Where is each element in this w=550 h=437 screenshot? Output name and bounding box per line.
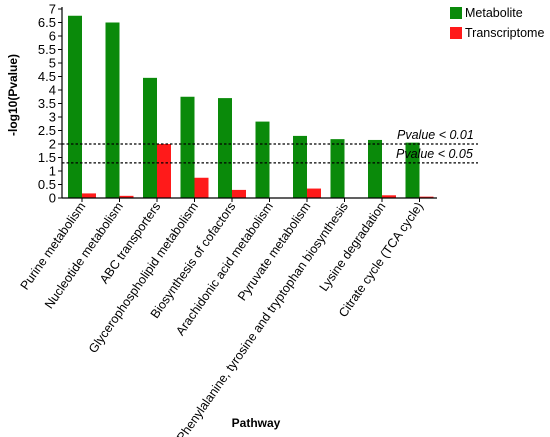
y-tick-label: 6	[49, 29, 56, 44]
y-tick-label: 1.5	[38, 150, 56, 165]
bar-transcriptome-abc-transporters	[157, 144, 171, 198]
bar-transcriptome-glycerophospholipid-metabolism	[194, 177, 209, 198]
legend-label-metabolite: Metabolite	[465, 6, 523, 20]
y-tick-label: 4	[49, 83, 56, 98]
y-tick-label: 6.5	[38, 15, 56, 30]
reference-label-pvalue-0-05: Pvalue < 0.05	[396, 147, 473, 161]
legend-swatch-transcriptome	[450, 27, 462, 39]
y-tick-label: 5	[49, 56, 56, 71]
category-label-pyruvate-metabolism: Pyruvate metabolism	[235, 200, 313, 304]
y-tick-label: 1	[49, 164, 56, 179]
bar-transcriptome-citrate-cycle-tca-cycle	[419, 196, 434, 198]
legend-swatch-metabolite	[450, 7, 462, 19]
bar-transcriptome-purine-metabolism	[82, 193, 96, 198]
legend: Metabolite Transcriptome	[450, 6, 544, 40]
reference-label-pvalue-0-01: Pvalue < 0.01	[397, 128, 474, 142]
bar-metabolite-abc-transporters	[143, 77, 157, 198]
bar-metabolite-glycerophospholipid-metabolism	[180, 96, 195, 198]
bar-metabolite-nucleotide-metabolism	[105, 22, 120, 198]
y-tick-label: 2	[49, 137, 56, 152]
bar-transcriptome-nucleotide-metabolism	[119, 195, 134, 198]
y-tick-label: 0	[49, 191, 56, 206]
bar-transcriptome-lysine-degradation	[382, 195, 396, 198]
axes-layer	[61, 7, 437, 199]
bar-metabolite-citrate-cycle-tca-cycle	[405, 142, 420, 198]
category-label-lysine-degradation: Lysine degradation	[317, 200, 389, 294]
bar-metabolite-arachidonic-acid-metabolism	[255, 121, 270, 198]
x-axis-title: Pathway	[232, 416, 281, 430]
bar-metabolite-purine-metabolism	[68, 15, 82, 198]
y-tick-label: 7	[49, 2, 56, 17]
y-tick-label: 3	[49, 110, 56, 125]
y-tick-label: 2.5	[38, 123, 56, 138]
bar-metabolite-biosynthesis-of-cofactors	[218, 98, 232, 198]
bar-metabolite-lysine-degradation	[368, 139, 382, 198]
y-tick-label: 3.5	[38, 96, 56, 111]
reference-lines: Pvalue < 0.01 Pvalue < 0.05	[62, 128, 478, 164]
y-tick-label: 5.5	[38, 42, 56, 57]
bar-metabolite-pyruvate-metabolism	[293, 135, 307, 198]
legend-label-transcriptome: Transcriptome	[465, 26, 544, 40]
bar-transcriptome-pyruvate-metabolism	[307, 188, 321, 198]
bar-transcriptome-biosynthesis-of-cofactors	[232, 189, 246, 198]
y-axis-title: -log10(Pvalue)	[6, 54, 20, 136]
y-tick-label: 4.5	[38, 69, 56, 84]
y-tick-label: 0.5	[38, 177, 56, 192]
category-label-phenylalanine-tyrosine-and-tryptophan-biosynthesis: Phenylalanine, tyrosine and tryptophan b…	[174, 200, 351, 437]
bars-layer	[68, 15, 434, 198]
category-label-purine-metabolism: Purine metabolism	[18, 200, 89, 293]
bar-metabolite-phenylalanine-tyrosine-and-tryptophan-biosynthesis	[330, 139, 345, 198]
y-ticks: 00.511.522.533.544.555.566.57	[38, 2, 62, 206]
